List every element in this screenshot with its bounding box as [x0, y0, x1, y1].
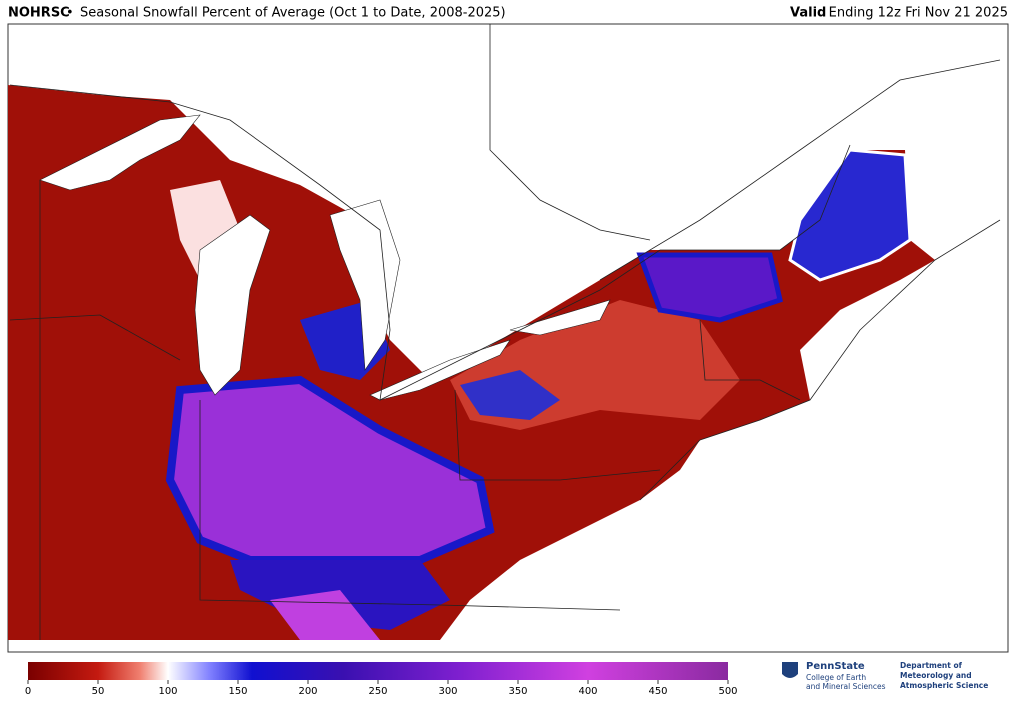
snow-blue-pa: [460, 370, 560, 420]
source: NOHRSC: [8, 6, 70, 21]
separator: •: [66, 6, 74, 21]
st-lawrence: [599, 59, 1001, 281]
lake-superior: [39, 114, 201, 191]
canada-line: [489, 24, 651, 241]
colorbar-tick-label: 0: [25, 686, 31, 697]
colorbar: 0 50 100 150 200 250 300 350 400 450 500: [25, 662, 738, 697]
state-line: [699, 319, 801, 401]
pennstate-shield: [782, 662, 798, 678]
map: [7, 23, 1009, 653]
state-line: [9, 314, 181, 361]
colorbar-tick-label: 400: [578, 686, 597, 697]
colorbar-tick-label: 300: [438, 686, 457, 697]
colorbar-tick-label: 450: [648, 686, 667, 697]
snow-purple-ny: [636, 252, 783, 323]
department: Department of: [900, 661, 963, 670]
colorbar-tick-label: 500: [718, 686, 737, 697]
lake-michigan: [194, 214, 271, 396]
department: Meteorology and: [900, 671, 972, 680]
college: and Mineral Sciences: [806, 682, 886, 691]
logos: PennState College of Earth and Mineral S…: [782, 661, 988, 691]
colorbar-tick-label: 150: [228, 686, 247, 697]
colorbar-tick-label: 100: [158, 686, 177, 697]
colorbar-tick-label: 200: [298, 686, 317, 697]
snow-purple-south: [270, 590, 380, 640]
colorbar-tick-label: 50: [92, 686, 105, 697]
lake-ontario: [509, 299, 611, 336]
state-line: [454, 389, 661, 481]
lake-huron: [329, 199, 401, 371]
colorbar-tick-label: 350: [508, 686, 527, 697]
pennstate: PennState: [806, 661, 865, 672]
college: College of Earth: [806, 673, 866, 682]
valid-time: Ending 12z Fri Nov 21 2025: [829, 6, 1008, 21]
colorbar-gradient: [28, 662, 728, 680]
us-canada-border: [9, 84, 851, 401]
valid-label: Valid: [790, 6, 826, 21]
department: Atmospheric Science: [900, 681, 988, 690]
title: Seasonal Snowfall Percent of Average (Oc…: [80, 6, 506, 21]
colorbar-tick-label: 250: [368, 686, 387, 697]
snow-white-patch: [170, 180, 240, 280]
snow-blue-maine: [788, 148, 912, 282]
coast: [639, 219, 1001, 501]
state-line: [199, 400, 621, 611]
